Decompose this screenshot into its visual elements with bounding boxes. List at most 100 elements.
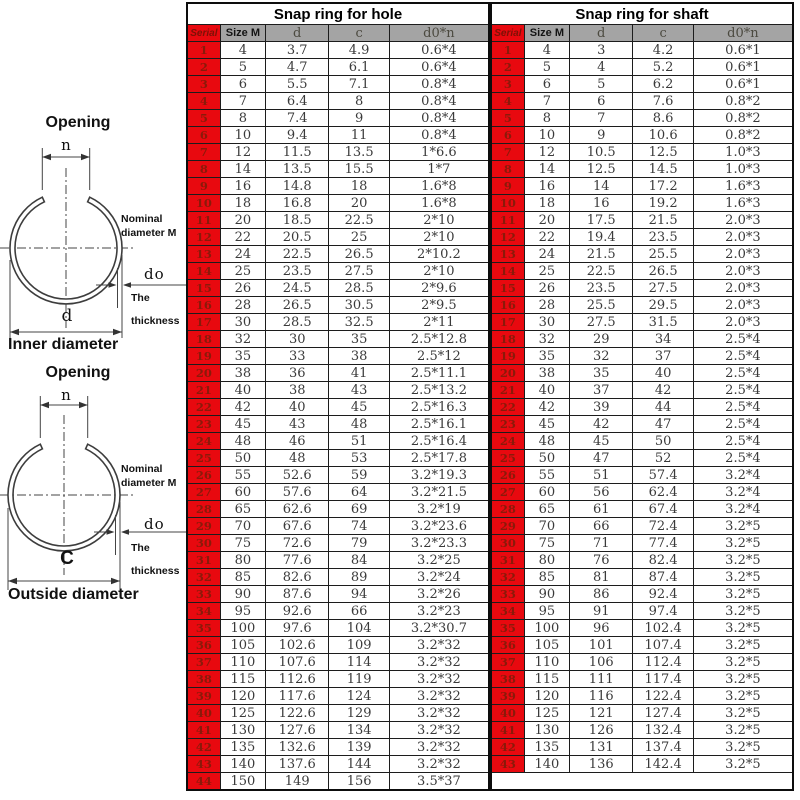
serial-cell: 10: [186, 194, 221, 212]
data-cell: 7.1: [328, 75, 390, 93]
data-cell: 89: [328, 568, 390, 586]
data-cell: 69: [328, 500, 390, 518]
serial-cell: 1: [490, 41, 525, 59]
thickness-line2: thickness: [131, 565, 180, 577]
data-cell: 137.4: [632, 738, 694, 756]
table-row: 18 32 29 34 2.5*4: [490, 330, 794, 348]
data-cell: 28.5: [328, 279, 390, 297]
data-cell: 7.4: [265, 109, 330, 127]
data-cell: 9: [328, 109, 390, 127]
data-cell: 12.5: [632, 143, 694, 161]
serial-cell: 26: [490, 466, 525, 484]
nominal-diameter-label: Nominal diameter M: [121, 212, 187, 240]
table-row: 13 24 22.5 26.5 2*10.2: [186, 245, 490, 263]
serial-cell: 38: [490, 670, 525, 688]
column-header-d0-n: d0*n: [388, 24, 490, 42]
data-cell: 33: [265, 347, 330, 365]
data-cell: 100: [523, 619, 571, 637]
data-cell: 18: [523, 194, 571, 212]
table-row: 28 65 61 67.4 3.2*4: [490, 500, 794, 518]
data-cell: 144: [328, 755, 390, 773]
data-cell: 2.0*3: [692, 211, 794, 229]
data-cell: 6: [219, 75, 267, 93]
table-row: 14 25 22.5 26.5 2.0*3: [490, 262, 794, 280]
data-cell: 0.6*1: [692, 41, 794, 59]
data-cell: 135: [219, 738, 267, 756]
data-cell: 17.2: [632, 177, 694, 195]
table-row: 42 135 131 137.4 3.2*5: [490, 738, 794, 756]
serial-cell: 25: [186, 449, 221, 467]
data-cell: 4: [569, 58, 634, 76]
data-cell: 12: [219, 143, 267, 161]
data-cell: 3.2*23.3: [388, 534, 490, 552]
data-cell: 12.5: [569, 160, 634, 178]
serial-cell: 42: [490, 738, 525, 756]
column-header-d0-n: d0*n: [692, 24, 794, 42]
data-cell: 7: [523, 92, 571, 110]
data-cell: 2*10: [388, 262, 490, 280]
data-cell: 126: [569, 721, 634, 739]
table-row: 16 28 25.5 29.5 2.0*3: [490, 296, 794, 314]
table-row: 35 100 96 102.4 3.2*5: [490, 619, 794, 637]
data-cell: 17.5: [569, 211, 634, 229]
data-cell: 2.5*4: [692, 398, 794, 416]
data-cell: 8: [219, 109, 267, 127]
table-row: 3 6 5.5 7.1 0.8*4: [186, 75, 490, 93]
table-row: 15 26 24.5 28.5 2*9.6: [186, 279, 490, 297]
data-cell: 0.6*1: [692, 75, 794, 93]
data-cell: 85: [523, 568, 571, 586]
data-cell: 70: [523, 517, 571, 535]
data-cell: 104: [328, 619, 390, 637]
data-cell: 41: [328, 364, 390, 382]
data-cell: 52: [632, 449, 694, 467]
data-cell: 60: [523, 483, 571, 501]
data-cell: 38: [265, 381, 330, 399]
table-row: 1 4 3 4.2 0.6*1: [490, 41, 794, 59]
table-row: 12 22 19.4 23.5 2.0*3: [490, 228, 794, 246]
data-cell: 2.5*4: [692, 347, 794, 365]
data-cell: 10: [219, 126, 267, 144]
data-cell: 3.2*5: [692, 585, 794, 603]
data-cell: 4: [523, 41, 571, 59]
data-cell: 131: [569, 738, 634, 756]
data-cell: 2.0*3: [692, 296, 794, 314]
data-cell: 0.8*2: [692, 92, 794, 110]
serial-cell: 23: [186, 415, 221, 433]
outside-diameter-caption: Outside diameter: [8, 586, 139, 603]
data-cell: 51: [328, 432, 390, 450]
table-row: 37 110 106 112.4 3.2*5: [490, 653, 794, 671]
serial-cell: 3: [186, 75, 221, 93]
serial-cell: 41: [186, 721, 221, 739]
serial-cell: 35: [186, 619, 221, 637]
serial-cell: 11: [186, 211, 221, 229]
data-cell: 52.6: [265, 466, 330, 484]
table-row: 24 48 45 50 2.5*4: [490, 432, 794, 450]
data-cell: 1.0*3: [692, 160, 794, 178]
table-row: 31 80 77.6 84 3.2*25: [186, 551, 490, 569]
data-cell: 44: [632, 398, 694, 416]
data-cell: 16.8: [265, 194, 330, 212]
data-cell: 97.4: [632, 602, 694, 620]
table-row: 26 55 52.6 59 3.2*19.3: [186, 466, 490, 484]
data-cell: 0.6*4: [388, 41, 490, 59]
table-row: 44 150 149 156 3.5*37: [186, 772, 490, 791]
data-cell: 86: [569, 585, 634, 603]
data-cell: 7.6: [632, 92, 694, 110]
table-row: 11 20 17.5 21.5 2.0*3: [490, 211, 794, 229]
data-cell: 18: [328, 177, 390, 195]
data-cell: 9.4: [265, 126, 330, 144]
data-cell: 97.6: [265, 619, 330, 637]
data-cell: 3.2*30.7: [388, 619, 490, 637]
serial-cell: 33: [186, 585, 221, 603]
data-cell: 40: [523, 381, 571, 399]
data-cell: 28: [219, 296, 267, 314]
data-cell: 109: [328, 636, 390, 654]
table-row: 5 8 7 8.6 0.8*2: [490, 109, 794, 127]
data-cell: 15.5: [328, 160, 390, 178]
data-cell: 61: [569, 500, 634, 518]
data-cell: 38: [328, 347, 390, 365]
data-cell: 37: [569, 381, 634, 399]
data-cell: 29.5: [632, 296, 694, 314]
data-cell: 59: [328, 466, 390, 484]
